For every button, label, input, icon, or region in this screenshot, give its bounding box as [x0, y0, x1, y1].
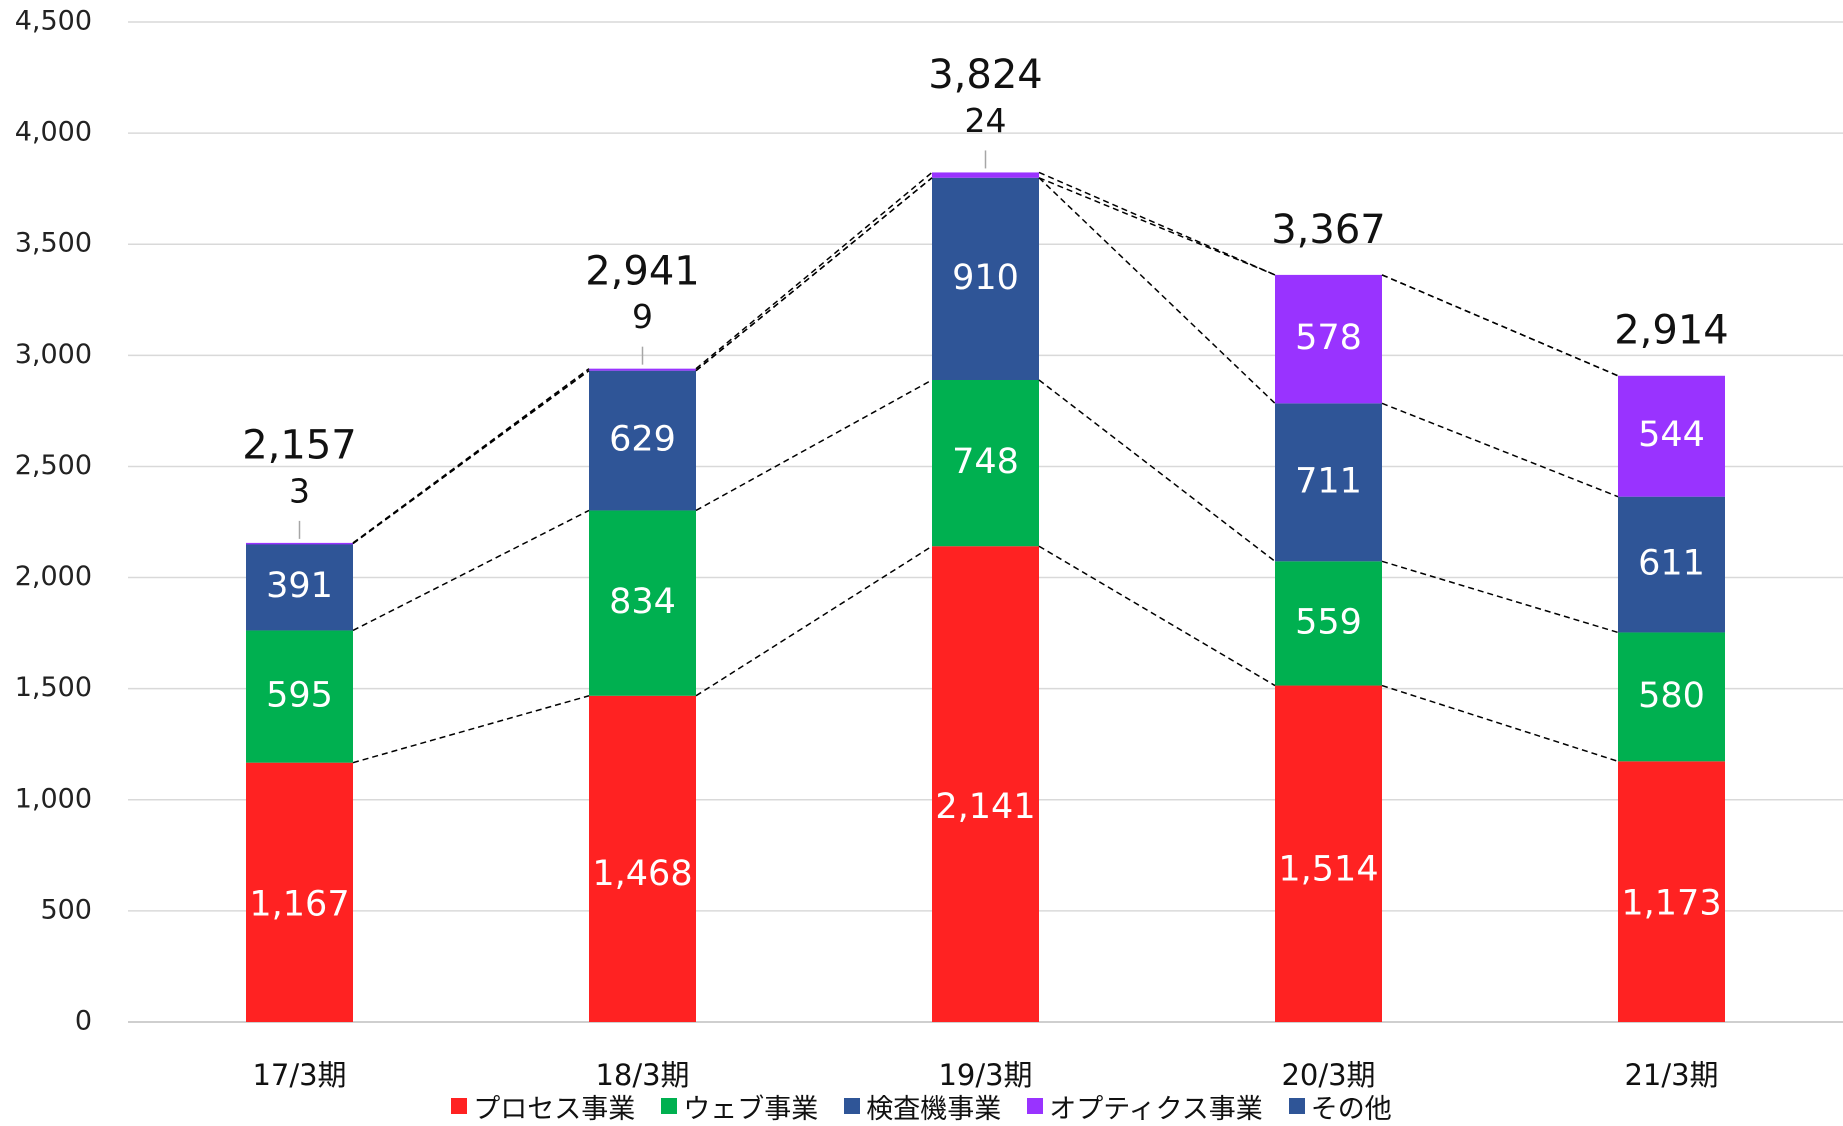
- bar-segment: [1275, 274, 1382, 404]
- x-tick-label: 18/3期: [595, 1058, 689, 1090]
- data-label: 1,167: [249, 884, 349, 924]
- legend-item: 検査機事業: [844, 1087, 1001, 1126]
- total-label: 3,824: [928, 52, 1043, 98]
- data-label: 1,468: [592, 854, 692, 894]
- data-label: 1,514: [1278, 850, 1378, 890]
- connector-line: [695, 545, 933, 697]
- x-tick-label: 20/3期: [1281, 1058, 1375, 1090]
- connector-line: [695, 379, 933, 512]
- bar-segment: [246, 762, 353, 1022]
- bar-segment: [1275, 685, 1382, 1022]
- y-tick-label: 4,500: [15, 6, 92, 37]
- legend-item: ウェブ事業: [661, 1087, 818, 1126]
- y-tick-label: 1,000: [15, 783, 92, 814]
- legend-label: その他: [1310, 1093, 1392, 1125]
- bar-segment: [1275, 561, 1382, 686]
- connector-line: [1038, 177, 1276, 276]
- legend-item: オプティクス事業: [1027, 1087, 1263, 1126]
- legend-swatch: [1288, 1098, 1305, 1114]
- data-label: 611: [1638, 544, 1705, 584]
- connector-line: [695, 177, 933, 372]
- connector-line: [1381, 274, 1619, 377]
- bar-segment: [589, 695, 696, 1022]
- bar-segment: [932, 380, 1039, 547]
- bar-segment: [1618, 496, 1725, 633]
- legend-swatch: [1027, 1098, 1044, 1114]
- legend-label: オプティクス事業: [1049, 1093, 1263, 1125]
- connector-line: [1038, 379, 1276, 562]
- bar-segment: [246, 630, 353, 763]
- data-label: 559: [1295, 602, 1362, 642]
- total-label: 2,914: [1614, 307, 1729, 353]
- y-tick-label: 3,000: [15, 339, 92, 370]
- data-label: 629: [609, 420, 676, 460]
- connector-line: [352, 370, 590, 545]
- chart-legend: プロセス事業 ウェブ事業 検査機事業 オプティクス事業 その他: [0, 1090, 1843, 1125]
- bar-segment: [589, 368, 696, 371]
- legend-swatch: [451, 1098, 468, 1114]
- data-label: 711: [1295, 461, 1362, 501]
- bar-segment: [932, 172, 1039, 178]
- total-label: 3,367: [1271, 207, 1386, 253]
- bar-segment: [589, 370, 696, 511]
- legend-item: プロセス事業: [451, 1087, 635, 1126]
- data-label: 544: [1638, 415, 1705, 455]
- y-tick-label: 2,500: [15, 450, 92, 481]
- total-label: 2,941: [585, 248, 700, 294]
- connector-line: [1381, 684, 1619, 763]
- data-label: 910: [952, 258, 1019, 298]
- data-label: 578: [1295, 318, 1362, 358]
- x-tick-label: 19/3期: [938, 1058, 1032, 1090]
- bar-segment: [1618, 375, 1725, 497]
- data-label: 834: [609, 582, 676, 622]
- connector-line: [1381, 274, 1619, 377]
- data-label: 748: [952, 442, 1019, 482]
- legend-swatch: [661, 1098, 678, 1114]
- data-label: 595: [266, 676, 333, 716]
- connector-line: [1038, 545, 1276, 687]
- bar-segment: [1618, 761, 1725, 1022]
- y-tick-label: 500: [40, 894, 92, 925]
- data-label: 1,173: [1621, 884, 1721, 924]
- y-tick-label: 1,500: [15, 672, 92, 703]
- y-tick-label: 2,000: [15, 561, 92, 592]
- legend-item: その他: [1288, 1087, 1392, 1126]
- data-label: 580: [1638, 676, 1705, 716]
- bar-segment: [1618, 632, 1725, 762]
- y-tick-label: 0: [75, 1006, 92, 1037]
- y-tick-label: 4,000: [15, 117, 92, 148]
- legend-label: 検査機事業: [866, 1093, 1002, 1125]
- connector-line: [352, 695, 590, 764]
- data-label-other: 24: [965, 101, 1007, 140]
- legend-label: プロセス事業: [473, 1093, 636, 1125]
- x-tick-label: 21/3期: [1624, 1058, 1718, 1090]
- legend-label: ウェブ事業: [683, 1093, 819, 1125]
- y-tick-label: 3,500: [15, 228, 92, 259]
- data-label-other: 3: [289, 471, 310, 510]
- bar-segment: [1275, 403, 1382, 562]
- connector-line: [1038, 177, 1276, 404]
- data-label: 391: [266, 566, 333, 606]
- stacked-bar-chart: 0 500 1,000 1,500 2,000 2,500 3,000 3,500 4,000 4…: [15, 6, 1843, 1090]
- legend-swatch: [844, 1098, 861, 1114]
- bar-segment: [932, 546, 1039, 1022]
- connector-line: [1038, 171, 1276, 276]
- connector-line: [352, 509, 590, 632]
- total-label: 2,157: [242, 423, 357, 469]
- bar-segment: [932, 177, 1039, 380]
- x-tick-label: 17/3期: [252, 1058, 346, 1090]
- data-label: 2,141: [935, 787, 1035, 827]
- connector-line: [1381, 402, 1619, 498]
- bar-segment: [246, 542, 353, 545]
- connector-line: [1381, 560, 1619, 634]
- connector-line: [695, 171, 933, 370]
- bar-segment: [246, 543, 353, 631]
- connector-line: [352, 368, 590, 544]
- data-label-other: 9: [632, 297, 653, 336]
- bar-segment: [589, 510, 696, 696]
